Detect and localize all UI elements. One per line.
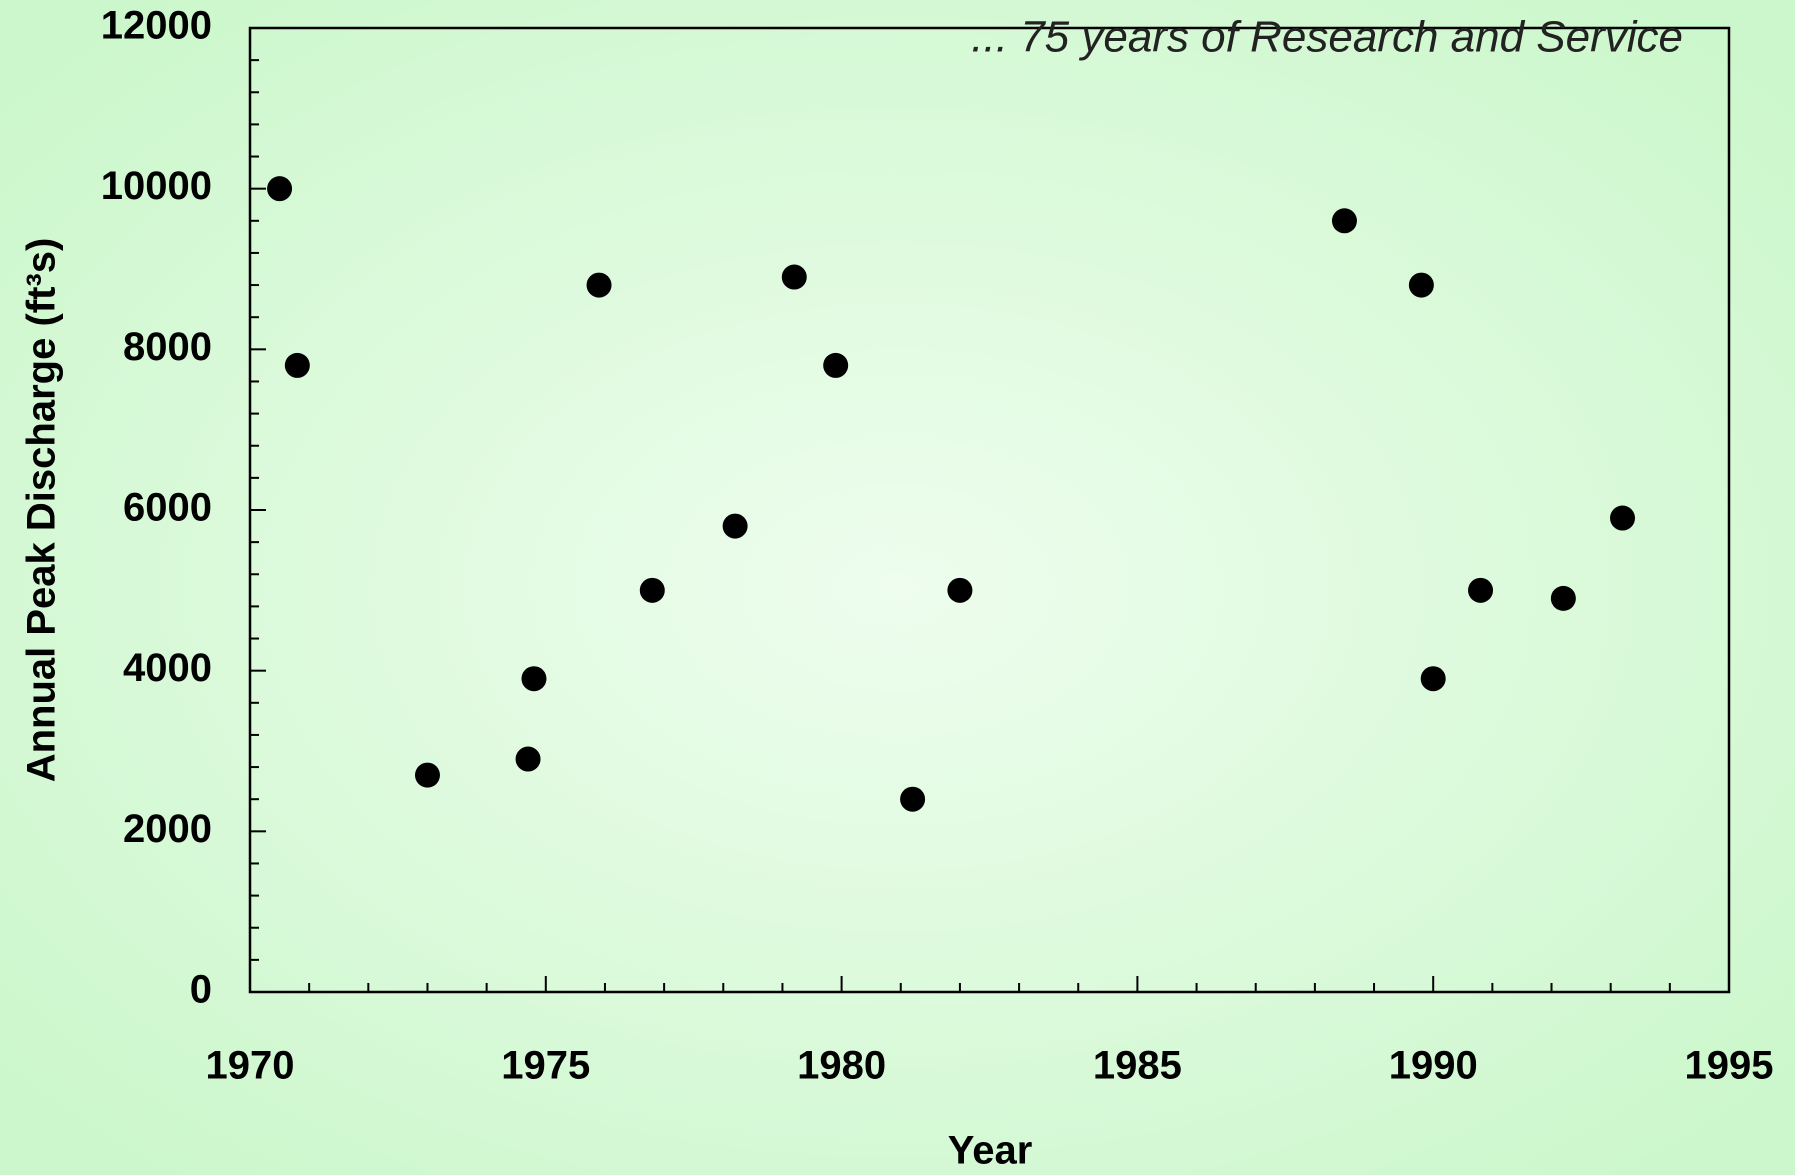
data-point: [586, 272, 612, 298]
y-tick-label: 10000: [101, 164, 212, 208]
x-tick-label: 1985: [1093, 1044, 1182, 1088]
data-point: [267, 176, 293, 202]
data-point: [947, 577, 973, 603]
data-point: [900, 786, 926, 812]
y-tick-label: 0: [190, 968, 212, 1012]
data-point: [823, 352, 849, 378]
data-point: [1550, 585, 1576, 611]
y-tick-label: 6000: [123, 486, 212, 530]
data-point: [722, 513, 748, 539]
x-tick-label: 1995: [1685, 1044, 1774, 1088]
x-tick-label: 1990: [1389, 1044, 1478, 1088]
y-tick-label: 4000: [123, 646, 212, 690]
data-point: [1420, 666, 1446, 692]
y-axis-label: Annual Peak Discharge (ft³s): [20, 238, 64, 783]
y-tick-label: 8000: [123, 325, 212, 369]
y-tick-label: 12000: [101, 4, 212, 48]
data-point: [781, 264, 807, 290]
annotation: ... 75 years of Research and Service: [971, 13, 1683, 62]
data-point: [639, 577, 665, 603]
x-tick-label: 1975: [501, 1044, 590, 1088]
data-point: [1408, 272, 1434, 298]
data-point: [414, 762, 440, 788]
data-point: [284, 352, 310, 378]
x-tick-label: 1980: [797, 1044, 886, 1088]
x-tick-label: 1970: [206, 1044, 295, 1088]
y-tick-label: 2000: [123, 807, 212, 851]
x-axis-label: Year: [948, 1129, 1033, 1173]
data-point: [1468, 577, 1494, 603]
data-point: [1331, 208, 1357, 234]
data-point: [1610, 505, 1636, 531]
data-point: [515, 746, 541, 772]
data-point: [521, 666, 547, 692]
